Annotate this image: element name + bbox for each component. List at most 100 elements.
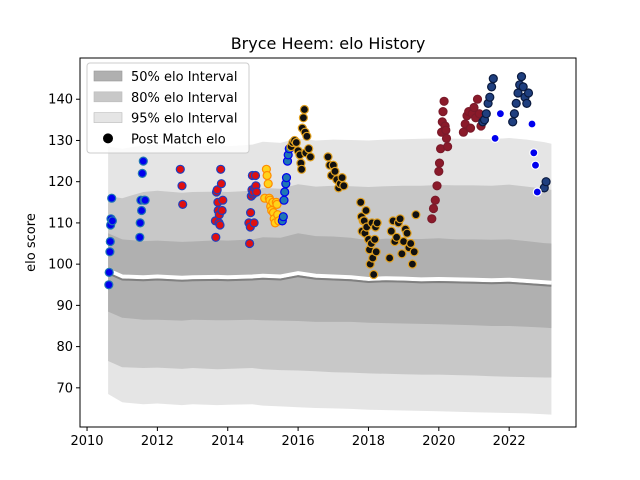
legend-swatch [93, 112, 123, 123]
data-point [516, 71, 527, 82]
band-50 [108, 233, 552, 329]
y-tick-label: 130 [48, 134, 73, 149]
data-point [434, 166, 444, 176]
data-point [441, 133, 452, 143]
y-tick-label: 110 [48, 216, 73, 231]
data-point [430, 195, 440, 205]
data-point [509, 109, 520, 119]
data-point [304, 144, 314, 154]
data-point [361, 205, 371, 216]
data-point [104, 267, 114, 277]
data-point [392, 232, 402, 242]
data-point [432, 181, 442, 191]
data-point [218, 195, 228, 205]
data-point [469, 102, 479, 113]
y-tick-label: 100 [48, 258, 73, 273]
data-point [372, 218, 382, 228]
data-point [487, 82, 497, 92]
y-axis-ticks: 70 80 90 100 110 120 130 140 [48, 93, 80, 396]
data-point [246, 208, 256, 218]
data-point [178, 199, 188, 209]
data-point [249, 218, 259, 228]
data-point [529, 148, 539, 158]
x-tick-label: 2016 [282, 434, 315, 449]
data-point [305, 152, 315, 162]
data-point [215, 220, 225, 230]
legend-box [86, 62, 250, 154]
data-point [107, 216, 118, 226]
x-tick-label: 2020 [422, 434, 455, 449]
data-point [371, 247, 381, 257]
data-point [465, 123, 476, 133]
x-axis-ticks: 2010 2012 2014 2016 2018 2020 2022 [70, 427, 526, 449]
x-tick-label: 2018 [352, 434, 385, 449]
data-point [216, 179, 226, 189]
data-point [541, 177, 551, 187]
data-point [279, 195, 289, 205]
data-point [523, 88, 534, 98]
data-point [137, 205, 147, 216]
mean-line [107, 272, 552, 287]
data-point [105, 247, 115, 257]
data-point [485, 92, 495, 102]
y-tick-label: 90 [56, 299, 73, 314]
data-point [495, 109, 505, 119]
data-point [397, 249, 407, 259]
mean-line-halo [107, 268, 552, 285]
data-point [427, 214, 437, 224]
data-point [104, 280, 114, 290]
y-tick-label: 70 [56, 381, 73, 396]
mean-elo-line [107, 268, 552, 287]
data-point [135, 232, 145, 242]
plot-frame [79, 57, 577, 428]
data-point [356, 197, 366, 207]
data-point [434, 158, 445, 168]
data-point [407, 259, 417, 269]
y-tick-label: 80 [56, 340, 73, 355]
data-point [245, 238, 255, 249]
legend-label: 80% elo Interval [131, 91, 238, 106]
data-point [107, 193, 117, 203]
data-point [428, 203, 439, 214]
data-point [262, 170, 272, 181]
data-point [297, 164, 307, 174]
data-point [339, 181, 349, 191]
data-point [250, 170, 261, 181]
legend-label: 95% elo Interval [131, 112, 238, 127]
data-point [370, 234, 380, 244]
data-point [337, 173, 347, 183]
data-point [175, 164, 185, 174]
y-tick-label: 140 [48, 93, 73, 108]
data-point [530, 160, 541, 170]
data-point [508, 117, 518, 127]
x-tick-label: 2014 [211, 434, 244, 449]
y-axis-label: elo score [24, 213, 39, 272]
data-point [299, 104, 309, 115]
data-point [385, 253, 395, 263]
data-point [211, 232, 221, 242]
data-point [439, 96, 449, 106]
data-point [281, 173, 292, 183]
data-point [386, 226, 396, 236]
x-tick-label: 2012 [141, 434, 174, 449]
data-point [278, 212, 288, 222]
data-point [272, 199, 282, 209]
x-tick-label: 2022 [493, 434, 526, 449]
post-match-points [104, 71, 551, 290]
data-point [135, 218, 145, 228]
data-point [411, 210, 421, 220]
data-point [472, 94, 483, 104]
legend-marker [103, 133, 113, 144]
legend-swatch [93, 70, 123, 82]
data-point [369, 269, 379, 280]
legend-label: 50% elo Interval [131, 70, 238, 85]
data-point [443, 142, 453, 152]
data-point [511, 98, 521, 109]
data-point [140, 195, 150, 205]
data-point [177, 181, 187, 191]
data-point [402, 228, 412, 238]
data-point [323, 152, 333, 162]
data-point [532, 187, 542, 197]
